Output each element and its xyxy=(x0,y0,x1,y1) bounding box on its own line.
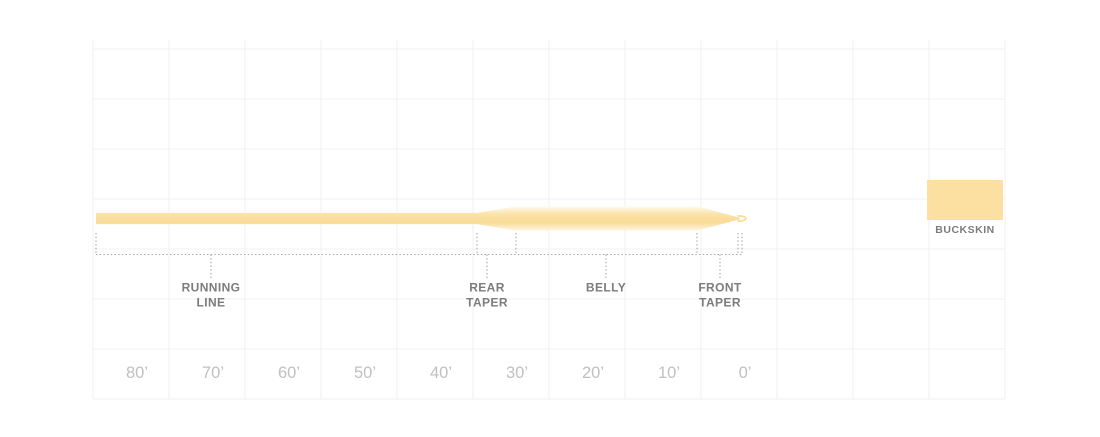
svg-text:40’: 40’ xyxy=(430,364,452,382)
svg-text:RUNNING: RUNNING xyxy=(182,281,241,295)
svg-text:FRONT: FRONT xyxy=(698,281,742,295)
svg-text:10’: 10’ xyxy=(658,364,680,382)
svg-text:TAPER: TAPER xyxy=(699,296,741,310)
svg-text:0’: 0’ xyxy=(739,364,752,382)
svg-text:80’: 80’ xyxy=(126,364,148,382)
svg-text:50’: 50’ xyxy=(354,364,376,382)
svg-text:TAPER: TAPER xyxy=(466,296,508,310)
svg-text:REAR: REAR xyxy=(469,281,505,295)
svg-text:70’: 70’ xyxy=(202,364,224,382)
svg-text:20’: 20’ xyxy=(582,364,604,382)
svg-text:BUCKSKIN: BUCKSKIN xyxy=(935,224,994,236)
svg-text:BELLY: BELLY xyxy=(586,281,626,295)
svg-text:LINE: LINE xyxy=(197,296,226,310)
svg-text:60’: 60’ xyxy=(278,364,300,382)
svg-text:30’: 30’ xyxy=(506,364,528,382)
